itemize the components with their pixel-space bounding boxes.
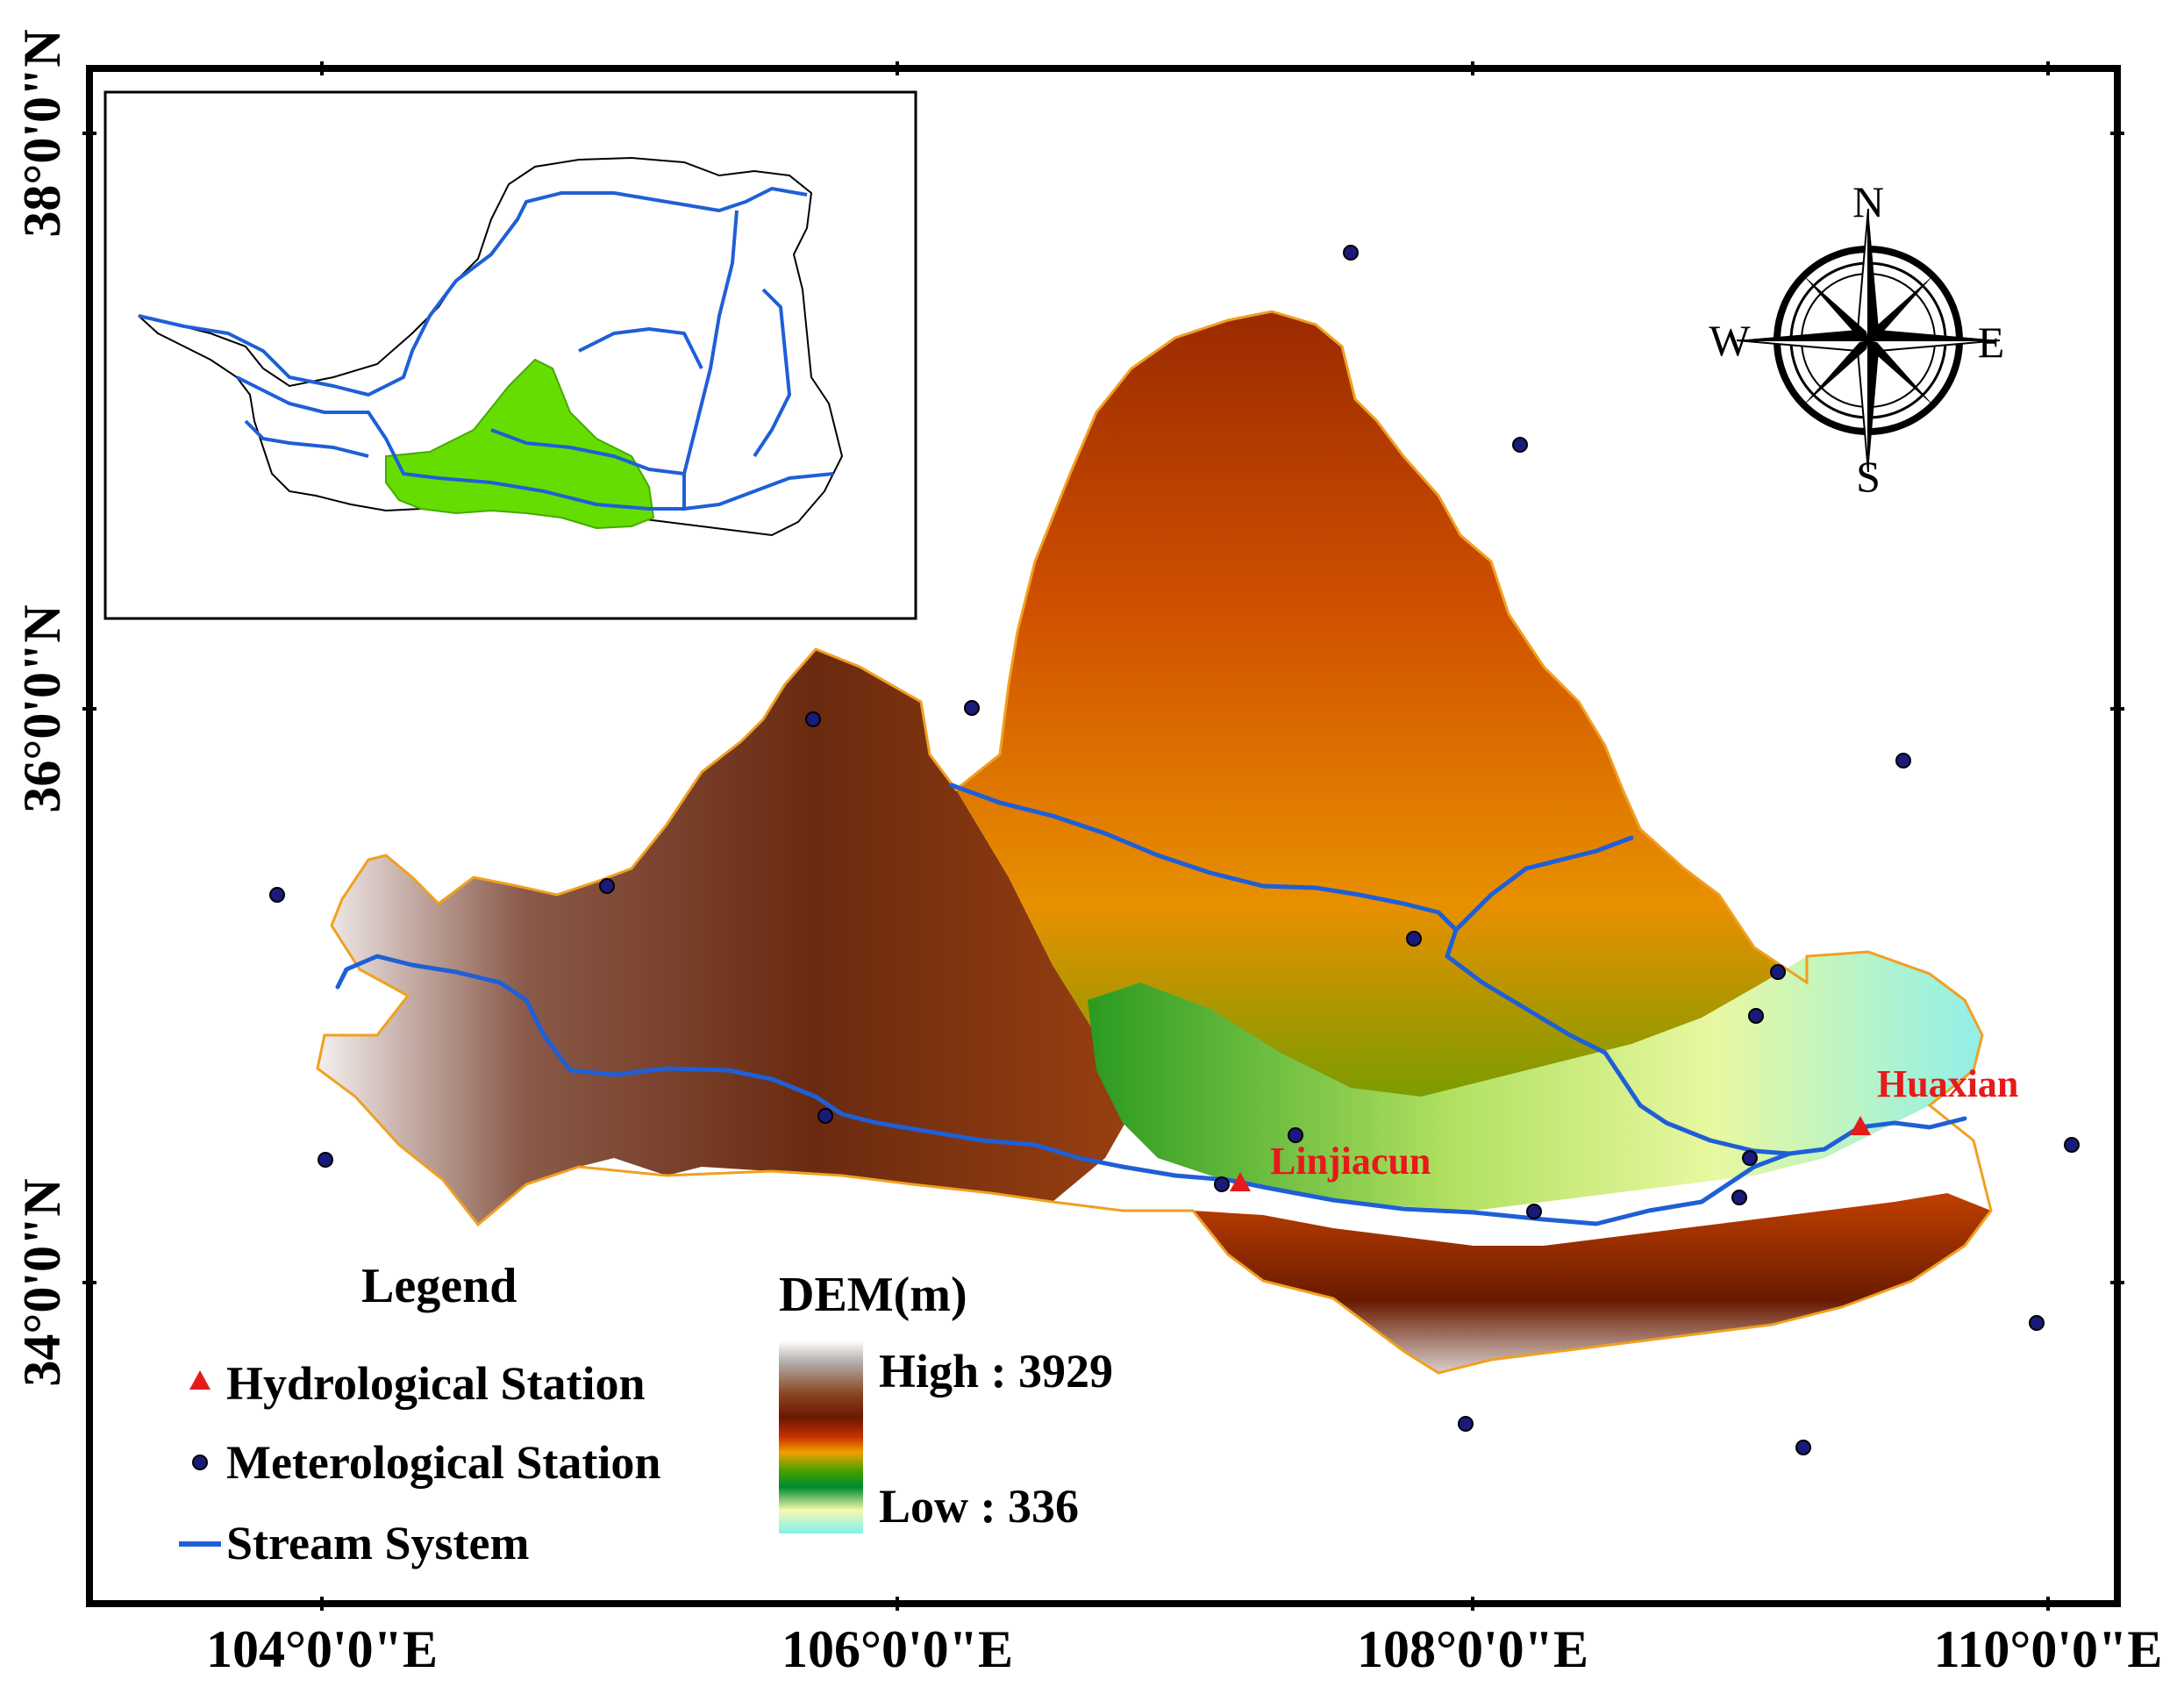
compass-west: W [1709, 316, 1751, 365]
legend-meteorological-station-label: Meterological Station [226, 1436, 661, 1489]
met-station [269, 887, 285, 903]
dem-low-label: Low : 336 [879, 1480, 1079, 1533]
met-station [1406, 931, 1422, 947]
compass-east: E [1977, 318, 2005, 367]
northeast-tributary [1453, 835, 1634, 933]
compass-south: S [1856, 452, 1881, 501]
legend-hydrological-station-label: Hydrological Station [226, 1357, 646, 1410]
latitude-label-36n: 36°0'0"N [13, 604, 71, 813]
met-station [2029, 1315, 2045, 1331]
graticule-ticks [82, 61, 2124, 1611]
met-station [1895, 753, 1911, 768]
hydrological-stations [1230, 1116, 1871, 1191]
met-station [1795, 1440, 1811, 1455]
met-station [1343, 245, 1359, 261]
huaxian-station-marker [1850, 1116, 1871, 1135]
inset-wei-basin [385, 358, 655, 530]
met-station [1742, 1150, 1758, 1166]
loess-plateau [956, 311, 1807, 1158]
longitude-label-108e: 108°0'0"E [1357, 1620, 1588, 1678]
longitude-label-110e: 110°0'0"E [1933, 1620, 2163, 1678]
western-highland [318, 649, 1140, 1225]
latitude-label-38n: 38°0'0"N [13, 29, 71, 238]
met-station [1512, 437, 1528, 453]
met-station [1526, 1204, 1542, 1219]
linjiacun-station-marker [1230, 1172, 1251, 1191]
met-station [1214, 1176, 1230, 1192]
met-station [964, 700, 980, 716]
legend-symbols [179, 1370, 221, 1547]
hydrological-station-symbol [189, 1370, 211, 1390]
met-station [1458, 1416, 1474, 1432]
weihe-main-stream [335, 954, 1967, 1226]
meteorological-station-symbol [192, 1455, 208, 1470]
longitude-label-104e: 104°0'0"E [206, 1620, 438, 1678]
compass-rose [1736, 208, 2001, 473]
met-station [1288, 1127, 1303, 1143]
latitude-label-34n: 34°0'0"N [13, 1178, 71, 1387]
longitude-label-106e: 106°0'0"E [782, 1620, 1013, 1678]
met-station [2064, 1137, 2080, 1153]
legend-title: Legend [361, 1259, 517, 1313]
met-station [817, 1108, 833, 1124]
meteorological-stations [269, 245, 2080, 1455]
dem-color-ramp [779, 1340, 863, 1533]
compass-north: N [1852, 177, 1885, 226]
legend-stream-system-label: Stream System [226, 1517, 530, 1569]
met-station [1731, 1190, 1747, 1205]
met-station [1770, 964, 1786, 980]
linjiacun-label: Linjiacun [1270, 1140, 1431, 1183]
met-station [805, 711, 821, 727]
inset-map [103, 90, 917, 620]
dem-legend-title: DEM(m) [779, 1268, 967, 1322]
dem-high-label: High : 3929 [879, 1345, 1114, 1397]
inset-streams [138, 187, 834, 511]
met-station [1748, 1008, 1764, 1024]
stream-system [335, 783, 1967, 1226]
qinling-northern-slope [1193, 1193, 1991, 1373]
met-station [599, 878, 615, 894]
met-station [318, 1152, 333, 1168]
huaxian-label: Huaxian [1877, 1062, 2019, 1105]
